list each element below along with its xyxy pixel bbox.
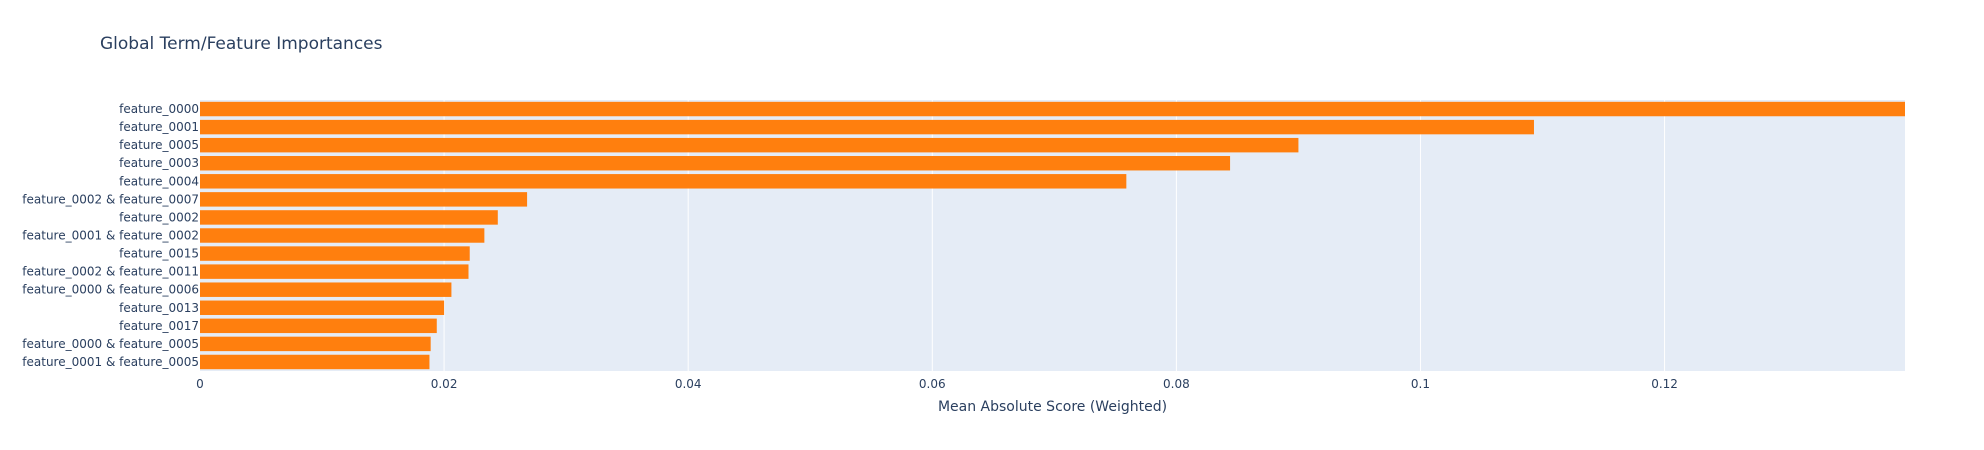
x-tick-label: 0.1 [1411, 377, 1430, 391]
category-label: feature_0002 [119, 210, 199, 224]
bar [200, 336, 431, 352]
bar [200, 156, 1231, 171]
bar [200, 101, 1905, 117]
category-label: feature_0001 & feature_0005 [22, 355, 199, 369]
bars [200, 101, 1905, 370]
chart-title: Global Term/Feature Importances [100, 34, 383, 54]
x-tick-label: 0.02 [431, 377, 458, 391]
category-label: feature_0005 [119, 138, 199, 152]
category-label: feature_0002 & feature_0007 [22, 192, 199, 206]
bar [200, 228, 485, 243]
category-label: feature_0017 [119, 319, 199, 333]
category-label: feature_0001 & feature_0002 [22, 229, 199, 243]
bar [200, 137, 1299, 153]
category-label: feature_0015 [119, 247, 199, 261]
bar [200, 174, 1127, 189]
category-label: feature_0002 & feature_0011 [22, 265, 199, 279]
bar [200, 318, 437, 334]
x-tick-label: 0.06 [919, 377, 946, 391]
x-tick-label: 0 [196, 377, 204, 391]
bar [200, 300, 445, 315]
bar [200, 282, 452, 297]
bar [200, 354, 430, 370]
category-label: feature_0001 [119, 120, 199, 134]
x-tick-label: 0.12 [1651, 377, 1678, 391]
category-label: feature_0000 & feature_0005 [22, 337, 199, 351]
category-label: feature_0003 [119, 156, 199, 170]
bar [200, 192, 528, 207]
category-label: feature_0004 [119, 174, 199, 188]
bar [200, 246, 470, 261]
bar [200, 264, 469, 279]
x-tick-label: 0.04 [675, 377, 702, 391]
x-tick-labels: 0 0.02 0.04 0.06 0.08 0.1 0.12 [196, 377, 1678, 391]
category-labels: feature_0000 feature_0001 feature_0005feat… [22, 102, 199, 369]
x-tick-label: 0.08 [1163, 377, 1190, 391]
category-label: feature_0000 & feature_0006 [22, 283, 199, 297]
x-axis-title: Mean Absolute Score (Weighted) [938, 399, 1167, 415]
category-label: feature_0013 [119, 301, 199, 315]
category-label: feature_0000 [119, 102, 199, 116]
bar [200, 210, 498, 225]
bar [200, 119, 1534, 135]
